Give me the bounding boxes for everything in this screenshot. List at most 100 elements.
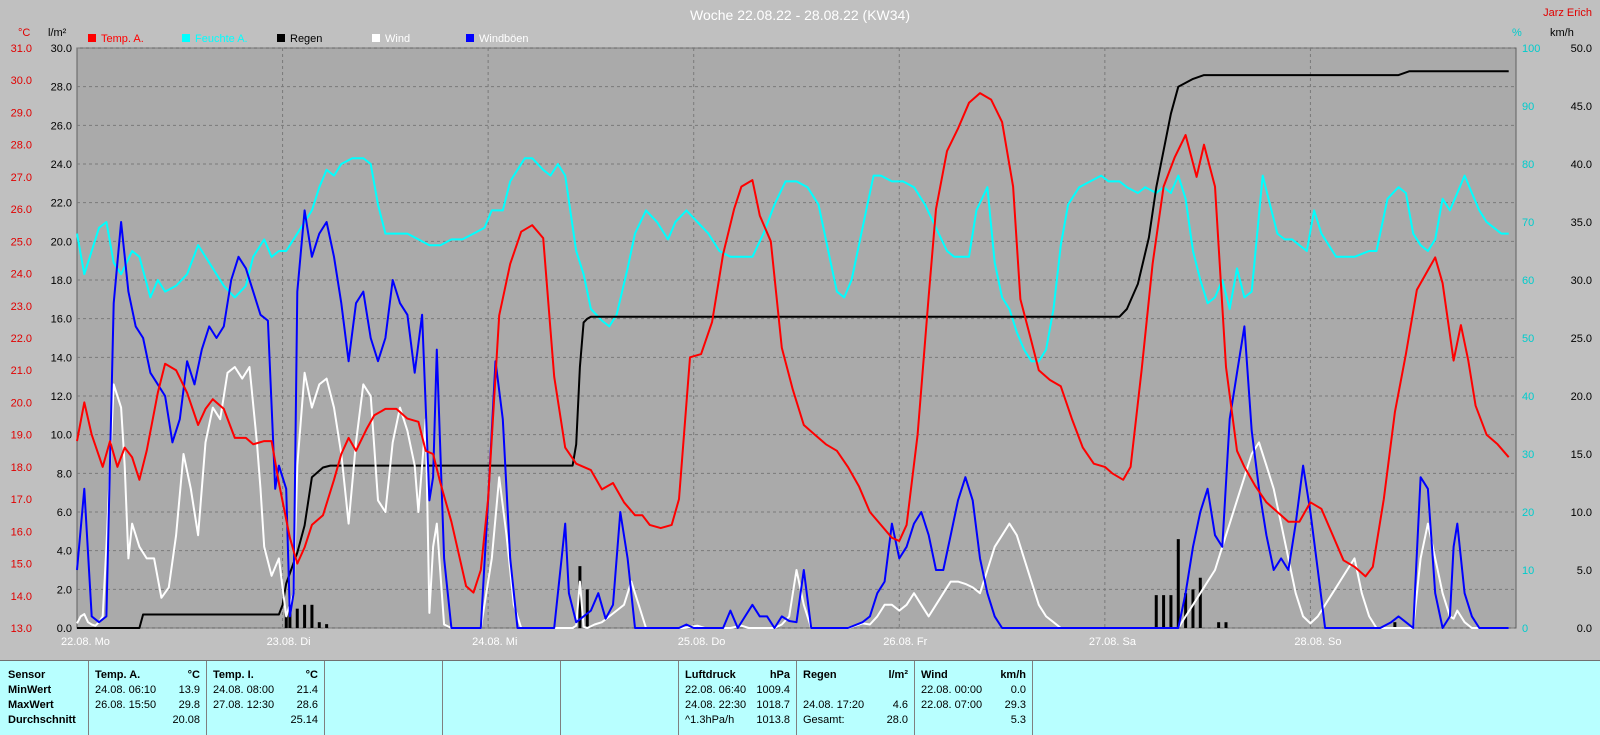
grid bbox=[77, 47, 1516, 629]
wind-tick-label: 5.0 bbox=[1577, 565, 1592, 577]
pressure-min: 1009.4 bbox=[756, 684, 790, 696]
legend-label-gusts: Windböen bbox=[479, 33, 529, 45]
wind-unit: km/h bbox=[1550, 27, 1574, 39]
rain-max-time: 24.08. 17:20 bbox=[803, 699, 865, 711]
rain-unit: l/m² bbox=[48, 27, 67, 39]
temp-a-avg: 20.08 bbox=[172, 714, 200, 726]
rain-total-label: Gesamt: bbox=[803, 714, 845, 726]
row-labels: Sensor MinWert MaxWert Durchschnitt bbox=[0, 661, 88, 735]
col-temp-a: Temp. A. °C 24.08. 06:10 13.9 26.08. 15:50… bbox=[88, 661, 206, 735]
col-empty-4 bbox=[1032, 661, 1600, 735]
temp-tick-label: 22.0 bbox=[11, 333, 32, 345]
hum-tick-label: 40 bbox=[1522, 391, 1534, 403]
col-empty-3 bbox=[560, 661, 678, 735]
rain-tick-label: 0.0 bbox=[57, 623, 72, 635]
rain-tick-label: 20.0 bbox=[51, 236, 72, 248]
wind-tick-label: 0.0 bbox=[1577, 623, 1592, 635]
date-axis: 22.08. Mo 23.08. Di 24.08. Mi 25.08. Do 26.0… bbox=[61, 636, 1342, 648]
legend-swatch-temp bbox=[88, 34, 96, 42]
wind-max-time: 22.08. 07:00 bbox=[921, 699, 983, 711]
temp-i-min-time: 24.08. 08:00 bbox=[213, 684, 275, 696]
author-label: Jarz Erich bbox=[1543, 7, 1592, 19]
hum-tick-label: 80 bbox=[1522, 159, 1534, 171]
temp-tick-label: 18.0 bbox=[11, 462, 32, 474]
col-wind: Wind km/h 22.08. 00:00 0.0 22.08. 07:00 29.… bbox=[914, 661, 1032, 735]
rain-tick-label: 30.0 bbox=[51, 43, 72, 55]
rain-max: 4.6 bbox=[892, 699, 908, 711]
temp-axis: 31.0 30.0 29.0 28.0 27.0 26.0 25.0 24.0 23.0 22.0… bbox=[11, 43, 32, 635]
hum-tick-label: 50 bbox=[1522, 333, 1534, 345]
legend-label-wind: Wind bbox=[385, 33, 410, 45]
date-tick-label: 26.08. Fr bbox=[883, 636, 927, 648]
rain-title: Regen bbox=[803, 669, 837, 681]
wind-min: 0.0 bbox=[1010, 684, 1026, 696]
wind-unit-cell: km/h bbox=[1000, 669, 1026, 681]
date-tick-label: 25.08. Do bbox=[678, 636, 726, 648]
temp-tick-label: 17.0 bbox=[11, 494, 32, 506]
temp-i-min: 21.4 bbox=[296, 684, 318, 696]
hum-tick-label: 70 bbox=[1522, 217, 1534, 229]
rain-tick-label: 18.0 bbox=[51, 275, 72, 287]
rain-unit: l/m² bbox=[888, 669, 908, 681]
temp-tick-label: 25.0 bbox=[11, 236, 32, 248]
hum-tick-label: 60 bbox=[1522, 275, 1534, 287]
temp-a-min-time: 24.08. 06:10 bbox=[95, 684, 157, 696]
wind-tick-label: 30.0 bbox=[1571, 275, 1592, 287]
label-avg: Durchschnitt bbox=[8, 714, 76, 726]
pressure-unit: hPa bbox=[769, 669, 790, 681]
temp-tick-label: 14.0 bbox=[11, 591, 32, 603]
wind-tick-label: 25.0 bbox=[1571, 333, 1592, 345]
temp-i-title: Temp. I. bbox=[213, 669, 254, 681]
rain-tick-label: 8.0 bbox=[57, 468, 72, 480]
temp-tick-label: 29.0 bbox=[11, 107, 32, 119]
temp-a-title: Temp. A. bbox=[95, 669, 141, 681]
legend-swatch-gusts bbox=[466, 34, 474, 42]
legend-label-humidity: Feuchte A. bbox=[195, 33, 248, 45]
rain-tick-label: 6.0 bbox=[57, 507, 72, 519]
temp-a-max-time: 26.08. 15:50 bbox=[95, 699, 157, 711]
wind-tick-label: 15.0 bbox=[1571, 449, 1592, 461]
legend: Temp. A. Feuchte A. Regen Wind Windböen bbox=[88, 33, 529, 45]
temp-tick-label: 23.0 bbox=[11, 301, 32, 313]
wind-tick-label: 45.0 bbox=[1571, 101, 1592, 113]
legend-swatch-wind bbox=[372, 34, 380, 42]
hum-unit: % bbox=[1512, 27, 1522, 39]
series-layer bbox=[76, 70, 1510, 629]
wind-max: 29.3 bbox=[1004, 699, 1026, 711]
temp-a-min: 13.9 bbox=[178, 684, 200, 696]
temp-unit: °C bbox=[18, 27, 30, 39]
temp-tick-label: 26.0 bbox=[11, 204, 32, 216]
pressure-max: 1018.7 bbox=[756, 699, 790, 711]
temp-i-max-time: 27.08. 12:30 bbox=[213, 699, 275, 711]
stats-table: Sensor MinWert MaxWert Durchschnitt Temp… bbox=[0, 660, 1600, 735]
rain-tick-label: 2.0 bbox=[57, 584, 72, 596]
temp-tick-label: 20.0 bbox=[11, 397, 32, 409]
gust-line bbox=[76, 209, 1509, 629]
col-pressure: Luftdruck hPa 22.08. 06:40 1009.4 24.08. 2… bbox=[678, 661, 796, 735]
label-min: MinWert bbox=[8, 684, 52, 696]
date-tick-label: 22.08. Mo bbox=[61, 636, 110, 648]
date-tick-label: 24.08. Mi bbox=[472, 636, 517, 648]
temp-tick-label: 27.0 bbox=[11, 172, 32, 184]
temp-i-unit: °C bbox=[305, 669, 318, 681]
legend-label-temp: Temp. A. bbox=[101, 33, 144, 45]
pressure-min-time: 22.08. 06:40 bbox=[685, 684, 747, 696]
wind-tick-label: 50.0 bbox=[1571, 43, 1592, 55]
hum-tick-label: 30 bbox=[1522, 449, 1534, 461]
wind-tick-label: 35.0 bbox=[1571, 217, 1592, 229]
col-empty-1 bbox=[324, 661, 442, 735]
temp-a-unit: °C bbox=[187, 669, 200, 681]
rain-tick-label: 14.0 bbox=[51, 352, 72, 364]
temp-tick-label: 16.0 bbox=[11, 526, 32, 538]
hum-tick-label: 0 bbox=[1522, 623, 1528, 635]
date-tick-label: 23.08. Di bbox=[267, 636, 311, 648]
date-tick-label: 27.08. Sa bbox=[1089, 636, 1137, 648]
temp-tick-label: 13.0 bbox=[11, 623, 32, 635]
temp-tick-label: 15.0 bbox=[11, 559, 32, 571]
temp-tick-label: 21.0 bbox=[11, 365, 32, 377]
temp-a-max: 29.8 bbox=[178, 699, 200, 711]
rain-tick-label: 4.0 bbox=[57, 546, 72, 558]
pressure-trend-label: ^1.3hPa/h bbox=[685, 714, 735, 726]
wind-min-time: 22.08. 00:00 bbox=[921, 684, 983, 696]
